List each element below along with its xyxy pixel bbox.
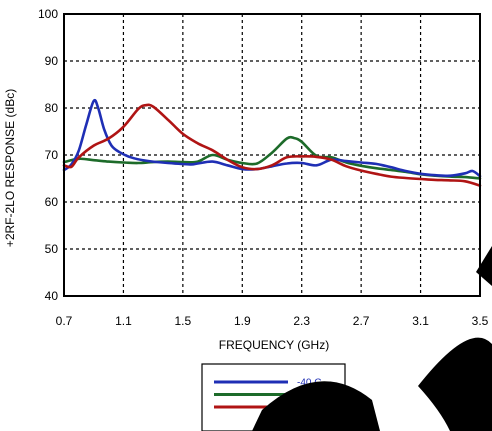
- y-tick-label: 80: [45, 101, 59, 115]
- series-lines: [62, 98, 482, 187]
- watermark: [252, 246, 492, 431]
- x-tick-label: 3.1: [412, 314, 429, 328]
- x-tick-labels: 0.7 1.1 1.5 1.9 2.3 2.7 3.1 3.5: [56, 314, 489, 328]
- x-tick-label: 0.7: [56, 314, 73, 328]
- x-tick-label: 1.5: [175, 314, 192, 328]
- x-tick-label: 1.1: [115, 314, 132, 328]
- grid-lines: [64, 14, 480, 296]
- y-tick-label: 70: [45, 148, 59, 162]
- y-tick-label: 100: [38, 7, 58, 21]
- plot-area-frame: [63, 13, 481, 297]
- x-axis-label: FREQUENCY (GHz): [219, 338, 329, 352]
- y-tick-label: 60: [45, 195, 59, 209]
- y-axis-label: +2RF-2LO RESPONSE (dBc): [3, 89, 17, 247]
- x-tick-label: 3.5: [472, 314, 489, 328]
- x-tick-label: 2.7: [353, 314, 370, 328]
- y-tick-label: 50: [45, 242, 59, 256]
- x-tick-label: 1.9: [234, 314, 251, 328]
- y-tick-labels: 40 50 60 70 80 90 100: [38, 7, 58, 303]
- y-tick-label: 90: [45, 54, 59, 68]
- series-line-3: [62, 103, 482, 187]
- legend-label: -40 C: [297, 378, 321, 389]
- x-tick-label: 2.3: [293, 314, 310, 328]
- y-tick-label: 40: [45, 289, 59, 303]
